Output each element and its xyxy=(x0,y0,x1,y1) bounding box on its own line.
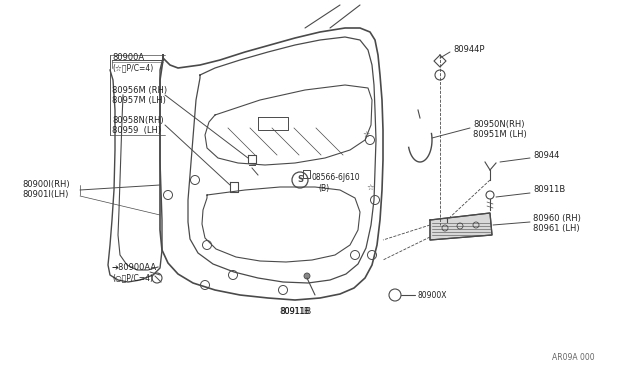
Text: ☆: ☆ xyxy=(366,183,374,192)
Text: 80911B: 80911B xyxy=(279,308,311,317)
Text: 80944P: 80944P xyxy=(453,45,484,55)
Text: 80961 (LH): 80961 (LH) xyxy=(533,224,580,232)
Text: (○印P/C=4): (○印P/C=4) xyxy=(112,273,153,282)
Text: (B): (B) xyxy=(318,183,329,192)
Text: 80911B: 80911B xyxy=(280,308,310,317)
Text: 80951M (LH): 80951M (LH) xyxy=(473,131,527,140)
Text: 80911B: 80911B xyxy=(533,186,565,195)
Text: AR09A 000: AR09A 000 xyxy=(552,353,595,362)
Text: 80950N(RH): 80950N(RH) xyxy=(473,121,525,129)
Text: 80900Ⅰ(RH): 80900Ⅰ(RH) xyxy=(22,180,70,189)
Text: S: S xyxy=(297,176,303,185)
Text: ☆: ☆ xyxy=(362,131,370,140)
Text: 80901Ⅰ(LH): 80901Ⅰ(LH) xyxy=(22,190,68,199)
Text: 80900A: 80900A xyxy=(112,54,144,62)
Polygon shape xyxy=(430,213,492,240)
Text: 80958N(RH): 80958N(RH) xyxy=(112,115,164,125)
Text: 80957M (LH): 80957M (LH) xyxy=(112,96,166,105)
Text: 80959  (LH): 80959 (LH) xyxy=(112,125,161,135)
Text: 80900X: 80900X xyxy=(418,291,447,299)
Text: 80956M (RH): 80956M (RH) xyxy=(112,86,167,94)
Text: (☆印P/C=4): (☆印P/C=4) xyxy=(112,64,153,73)
Text: 08566-6J610: 08566-6J610 xyxy=(312,173,360,183)
Text: 80960 (RH): 80960 (RH) xyxy=(533,214,581,222)
Text: 80944: 80944 xyxy=(533,151,559,160)
Text: ➔80900AA: ➔80900AA xyxy=(112,263,157,273)
Circle shape xyxy=(304,273,310,279)
